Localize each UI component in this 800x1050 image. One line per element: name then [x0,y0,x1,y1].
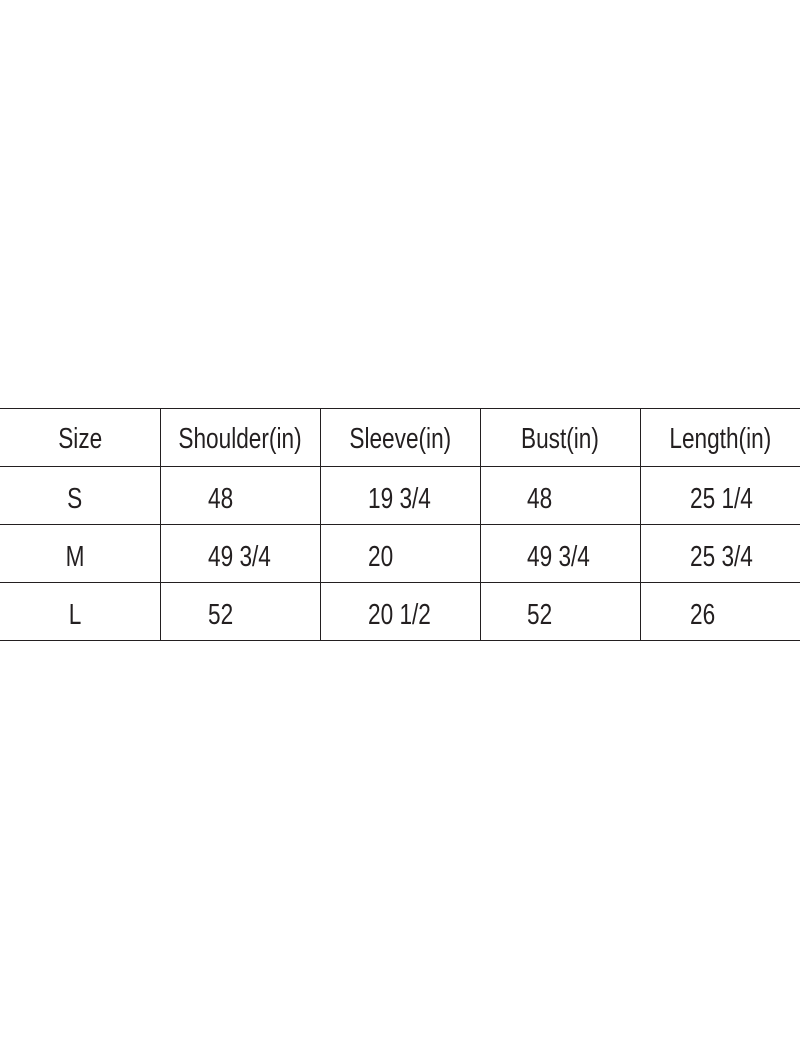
table-row-divider [0,640,800,641]
column-header: Length(in) [640,410,800,468]
measurement-cell: 25 1/4 [690,470,771,528]
cell-value: 52 [527,599,553,631]
cell-value: M [65,541,85,573]
measurement-cell: 19 3/4 [368,470,449,528]
cell-value: 48 [208,483,234,515]
measurement-cell: 52 [527,586,559,644]
cell-value: S [67,483,83,515]
measurement-cell: 52 [208,586,240,644]
cell-value: 52 [208,599,234,631]
column-header: Sleeve(in) [320,410,480,468]
column-header: Bust(in) [480,410,640,468]
table-row-divider [0,408,800,409]
cell-value: 20 1/2 [368,599,431,631]
cell-value: 25 1/4 [690,483,753,515]
cell-value: 19 3/4 [368,483,431,515]
cell-value: 25 3/4 [690,541,753,573]
table-row-divider [0,466,800,467]
table-column-divider [160,408,161,641]
column-header-label: Sleeve(in) [349,423,451,455]
cell-value: 26 [690,599,716,631]
table-row-divider [0,524,800,525]
column-header-label: Shoulder(in) [178,423,302,455]
cell-value: 49 3/4 [527,541,590,573]
size-label: M [0,528,150,586]
measurement-cell: 25 3/4 [690,528,771,586]
cell-value: 48 [527,483,553,515]
column-header: Size [0,410,160,468]
table-row-divider [0,582,800,583]
measurement-cell: 20 1/2 [368,586,449,644]
measurement-cell: 49 3/4 [208,528,289,586]
measurement-cell: 26 [690,586,722,644]
size-label: L [0,586,150,644]
table-column-divider [480,408,481,641]
cell-value: 49 3/4 [208,541,271,573]
size-label: S [0,470,150,528]
column-header-label: Size [57,423,102,455]
column-header: Shoulder(in) [160,410,320,468]
measurement-cell: 49 3/4 [527,528,608,586]
table-column-divider [320,408,321,641]
column-header-label: Bust(in) [521,423,599,455]
cell-value: 20 [368,541,394,573]
column-header-label: Length(in) [669,423,771,455]
table-column-divider [640,408,641,641]
cell-value: L [68,599,82,631]
measurement-cell: 20 [368,528,400,586]
measurement-cell: 48 [208,470,240,528]
measurement-cell: 48 [527,470,559,528]
